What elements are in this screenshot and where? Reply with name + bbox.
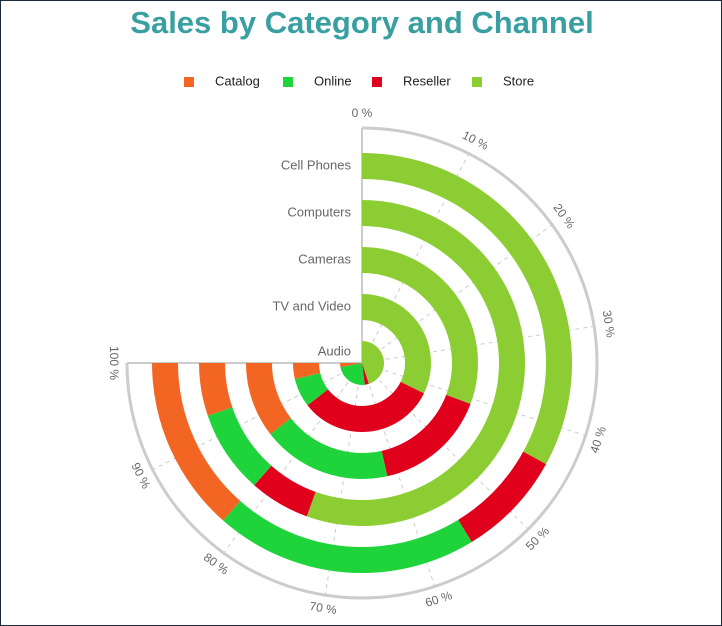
bar-segment — [207, 407, 272, 486]
bar-segment — [293, 363, 321, 380]
x-tick-label: 40 % — [587, 424, 609, 455]
bar-segment — [254, 465, 316, 517]
bar-segment — [362, 363, 369, 385]
category-label: Cell Phones — [281, 157, 352, 172]
bar-segment — [362, 247, 478, 405]
x-tick-label: 70 % — [309, 599, 339, 617]
legend-label: Catalog — [215, 73, 260, 88]
bar-segment — [246, 363, 291, 435]
x-tick-label: 100 % — [107, 346, 121, 380]
x-tick-label: 30 % — [600, 309, 618, 339]
bar-segment — [362, 341, 385, 384]
x-tick-label: 0 % — [352, 106, 373, 120]
legend-swatch — [184, 77, 194, 87]
bar-segment — [340, 363, 365, 385]
bar-segment — [340, 363, 362, 368]
bar-segment — [307, 381, 424, 433]
bar-segment — [362, 153, 572, 465]
legend-swatch — [472, 77, 482, 87]
legend-swatch — [283, 77, 293, 87]
category-label: TV and Video — [272, 298, 351, 313]
legend-label: Store — [503, 73, 534, 88]
bar-segment — [381, 394, 471, 477]
category-label: Computers — [287, 204, 351, 219]
x-tick-label: 60 % — [424, 588, 455, 610]
bar-segment — [458, 451, 547, 543]
category-label: Audio — [318, 343, 351, 358]
bar-segment — [362, 294, 431, 394]
legend-label: Online — [314, 73, 352, 88]
category-label: Cameras — [298, 251, 351, 266]
bar-segment — [199, 363, 233, 416]
bar-segment — [152, 363, 241, 521]
bar-segment — [294, 373, 329, 406]
x-tick-label: 10 % — [460, 128, 491, 153]
legend-label: Reseller — [403, 73, 451, 88]
bar-segment — [270, 418, 388, 479]
bar-segment — [223, 501, 472, 573]
legend-swatch — [372, 77, 382, 87]
chart-title: Sales by Category and Channel — [130, 5, 593, 40]
